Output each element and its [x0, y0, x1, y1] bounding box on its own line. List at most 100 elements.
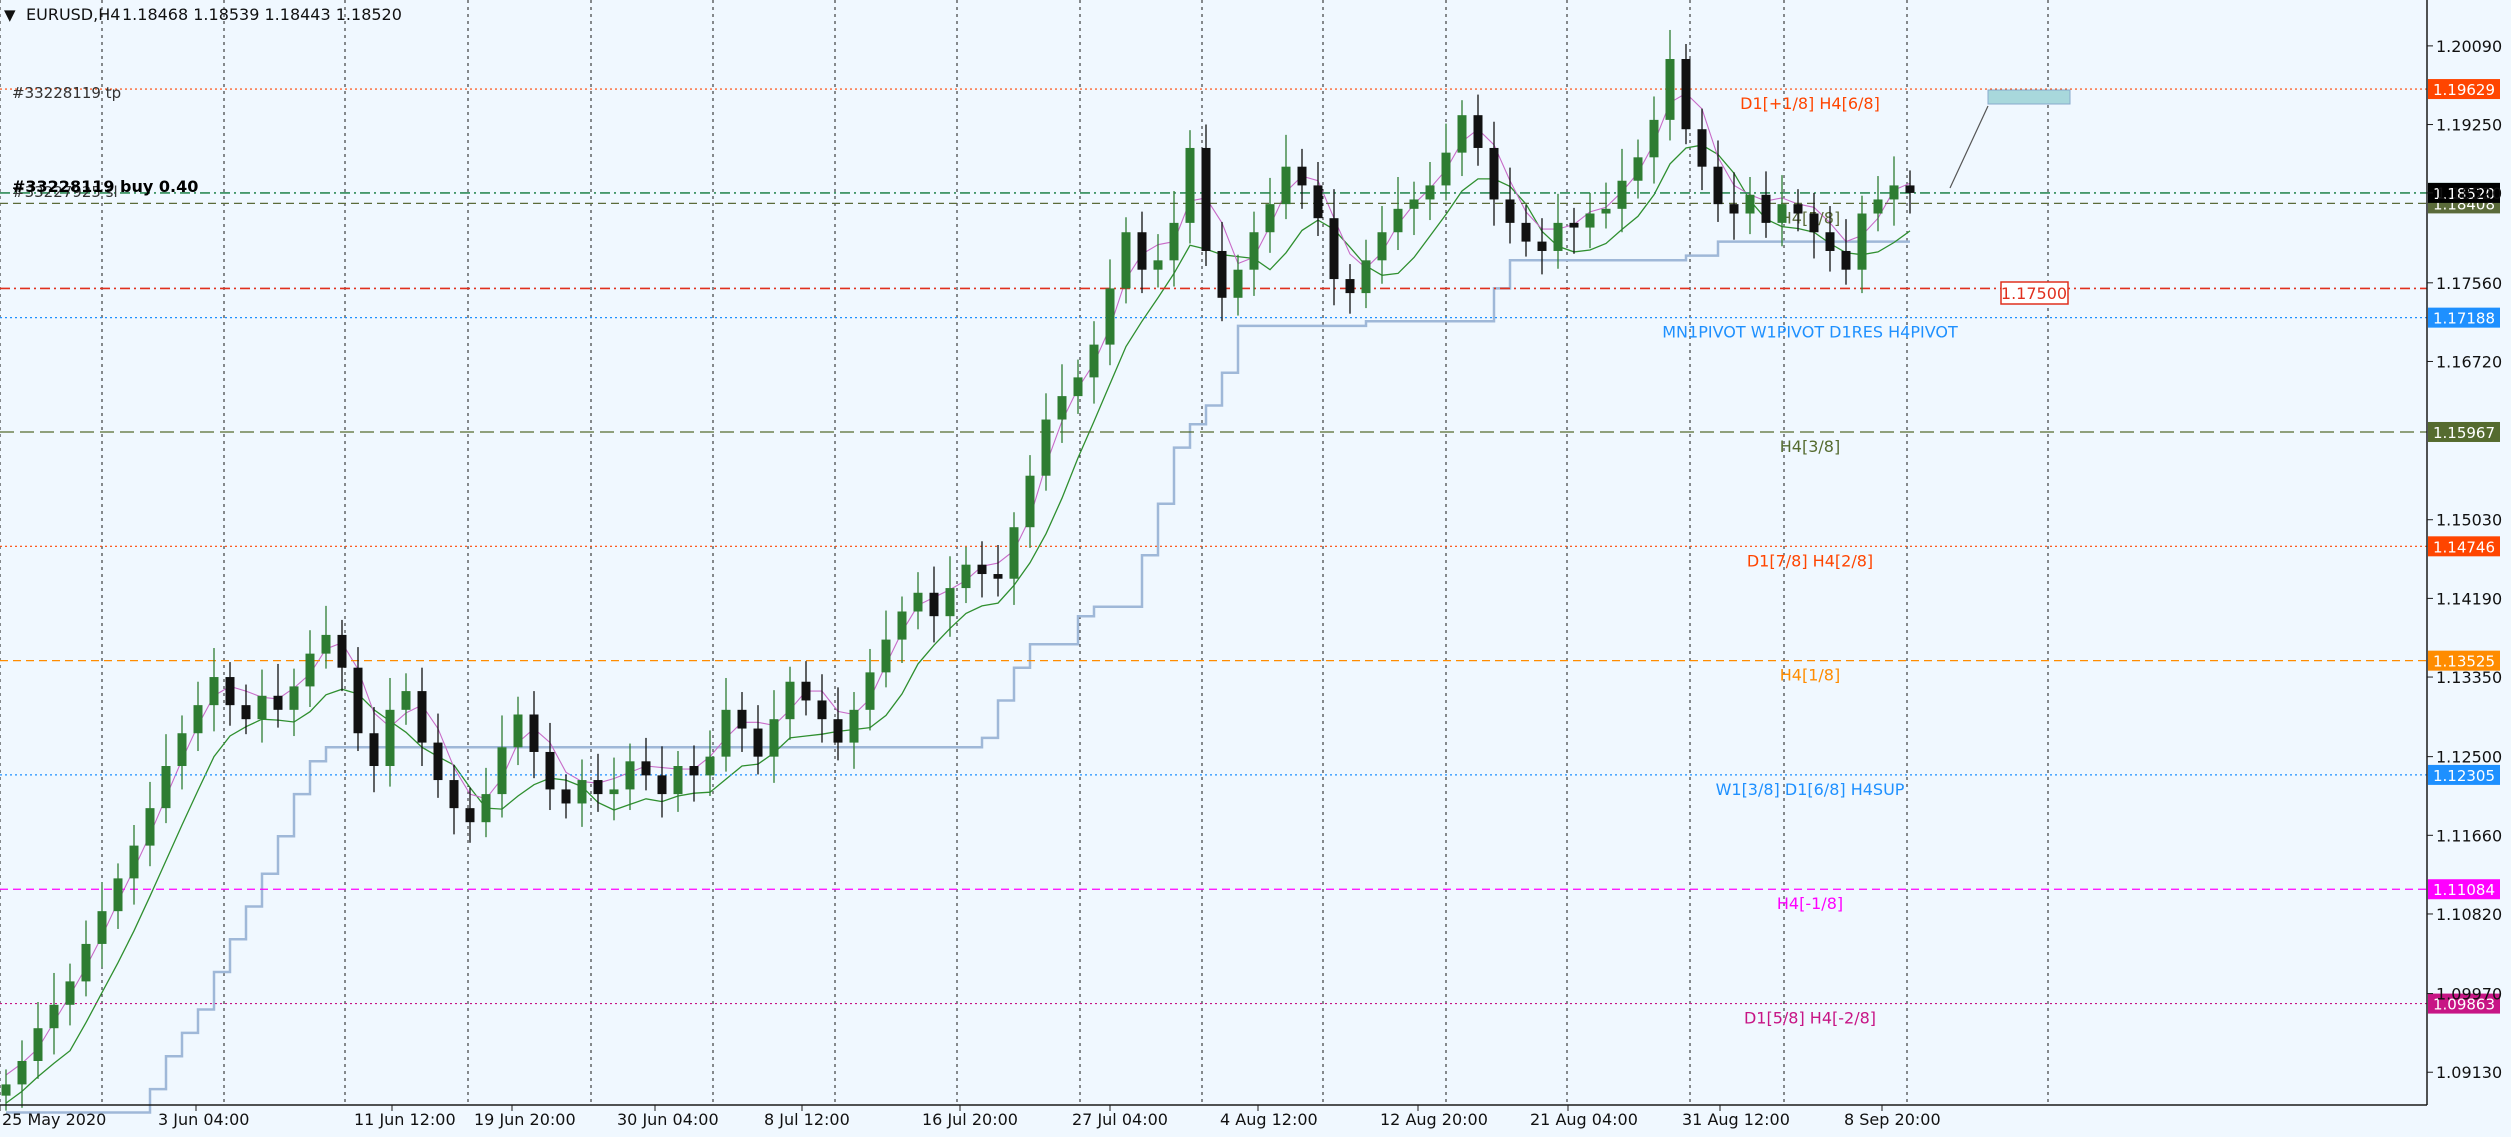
candle-body	[1729, 204, 1739, 214]
candle-body	[1281, 166, 1291, 205]
candle-body	[1137, 232, 1147, 270]
candle-body	[369, 733, 379, 767]
candle-body	[1537, 241, 1547, 251]
candle-body	[961, 564, 971, 589]
candle-body	[289, 686, 299, 710]
price-tick-label: 1.13350	[2436, 668, 2502, 687]
candle-body	[705, 756, 715, 776]
candle-body	[801, 681, 811, 701]
candle-body	[1713, 166, 1723, 205]
candle-body	[1601, 208, 1611, 214]
candle-body	[1393, 208, 1403, 233]
symbol-label: EURUSD,H4	[26, 5, 120, 24]
candle-body	[17, 1060, 27, 1085]
sl-price-tag[interactable]	[2000, 281, 2069, 305]
candle-body	[1409, 199, 1419, 209]
h4-1-8-line-price-tag	[2428, 650, 2500, 671]
candle-body	[1073, 377, 1083, 397]
candle-body	[657, 775, 667, 795]
candle-body	[1761, 194, 1771, 223]
candle-body	[353, 667, 363, 734]
candle-body	[689, 766, 699, 776]
candle-body	[497, 747, 507, 795]
candle-body	[1249, 232, 1259, 270]
pivot-line-label: MN1PIVOT W1PIVOT D1RES H4PIVOT	[1662, 323, 1958, 342]
candle-body	[1809, 213, 1819, 233]
menu-chevron-icon[interactable]: ▼	[4, 6, 16, 24]
candle-body	[753, 728, 763, 757]
candle-body	[1473, 115, 1483, 148]
trailing-step-path	[6, 240, 1910, 1114]
candle-body	[1681, 58, 1691, 130]
candle-body	[1649, 119, 1659, 158]
candle-body	[529, 714, 539, 752]
candle-body	[1585, 213, 1595, 228]
current-price-tag	[2428, 182, 2500, 203]
w1-3-8-line-label: W1[3/8] D1[6/8] H4SUP	[1716, 780, 1905, 799]
candle-body	[1297, 166, 1307, 186]
candle-body	[1825, 232, 1835, 251]
h4-1-8-line-label: H4[1/8]	[1780, 666, 1840, 685]
h4-3-8-line-price-tag	[2428, 421, 2500, 442]
candle-body	[1041, 419, 1051, 476]
target-arrow	[1949, 105, 1989, 189]
w1-3-8-line-price-tag	[2428, 764, 2500, 785]
candle-body	[1009, 527, 1019, 579]
time-tick-label: 19 Jun 20:00	[474, 1110, 576, 1129]
candle-body	[225, 677, 235, 706]
ma-green-line	[5, 144, 1911, 1104]
candle-body	[1345, 279, 1355, 294]
candle-body	[385, 709, 395, 767]
candle-body	[1505, 199, 1515, 223]
candle-body	[321, 634, 331, 654]
candle-body	[1425, 185, 1435, 200]
sl-order-label: #33227925 sl	[12, 183, 118, 201]
candle-body	[1185, 147, 1195, 223]
candle-body	[1617, 180, 1627, 209]
candle-body	[1777, 204, 1787, 223]
candle-body	[1553, 222, 1563, 251]
candle-body	[865, 672, 875, 710]
price-tick-label: 1.10820	[2436, 905, 2502, 924]
candle-body	[785, 681, 795, 720]
price-tick-label: 1.14190	[2436, 589, 2502, 608]
candle-body	[1457, 115, 1467, 153]
candle-body	[1233, 269, 1243, 298]
candle-body	[273, 695, 283, 710]
time-tick-label: 11 Jun 12:00	[354, 1110, 456, 1129]
candle-body	[1169, 222, 1179, 261]
price-tick-label: 1.17560	[2436, 274, 2502, 293]
candle-body	[209, 677, 219, 706]
candle-body	[1489, 147, 1499, 200]
target-box[interactable]	[1987, 89, 2071, 105]
price-tick-label: 1.12500	[2436, 748, 2502, 767]
tp-line-label: D1[+1/8] H4[6/8]	[1740, 94, 1880, 113]
candle-body	[513, 714, 523, 748]
candle-body	[1521, 222, 1531, 242]
price-tick-label: 1.18520	[2436, 184, 2502, 203]
candle-body	[33, 1028, 43, 1061]
candle-body	[193, 705, 203, 734]
price-axis: 1.20090 1.19250 1.18520 1.17560 1.16720 1.150…	[2427, 37, 2502, 1082]
price-tick-label: 1.09970	[2436, 985, 2502, 1004]
tp-order-label: #33228119 tp	[12, 84, 121, 102]
candle-body	[1153, 260, 1163, 270]
candle-body	[625, 761, 635, 790]
price-tick-label: 1.20090	[2436, 37, 2502, 56]
candle-body	[1857, 213, 1867, 270]
candle-body	[145, 808, 155, 846]
time-tick-label: 27 Jul 04:00	[1072, 1110, 1168, 1129]
price-tick-label: 1.16720	[2436, 352, 2502, 371]
h4-minus-1-8-line-price-tag-text: 1.11084	[2433, 881, 2495, 899]
price-tick-label: 1.11660	[2436, 826, 2502, 845]
h4-minus-1-8-line-label: H4[-1/8]	[1777, 894, 1843, 913]
price-tick-label: 1.15030	[2436, 511, 2502, 530]
candle-body	[481, 794, 491, 823]
time-tick-label: 16 Jul 20:00	[922, 1110, 1018, 1129]
candle-body	[673, 766, 683, 795]
candles	[1, 29, 1915, 1111]
candle-body	[993, 574, 1003, 579]
